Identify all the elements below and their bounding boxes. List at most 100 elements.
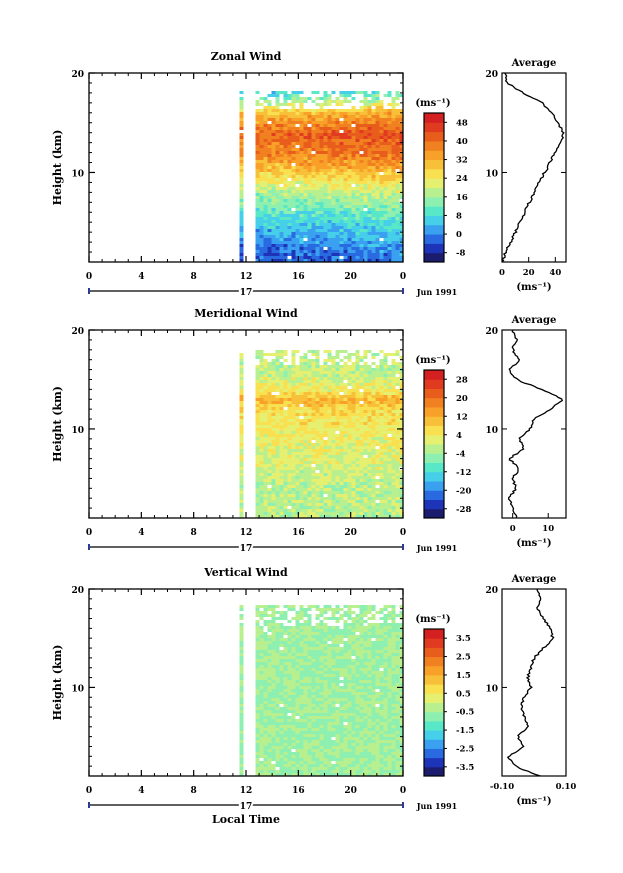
heatmap-cell (355, 755, 360, 758)
heatmap-cell (303, 160, 308, 163)
heatmap-cell (271, 386, 276, 389)
heatmap-cell (375, 106, 380, 109)
heatmap-cell (283, 758, 288, 761)
heatmap-cell (299, 157, 304, 160)
heatmap-cell (323, 256, 328, 259)
heatmap-cell (335, 112, 340, 115)
heatmap-cell (319, 124, 324, 127)
heatmap-cell (351, 734, 356, 737)
heatmap-cell (259, 199, 264, 202)
heatmap-cell (375, 422, 380, 425)
heatmap-cell (371, 476, 376, 479)
heatmap-cell (363, 250, 368, 253)
heatmap-cell (355, 190, 360, 193)
heatmap-cell (323, 94, 328, 97)
heatmap-cell (367, 238, 372, 241)
heatmap-cell (311, 190, 316, 193)
heatmap-cell (275, 151, 280, 154)
heatmap-cell (239, 764, 244, 767)
heatmap-cell (335, 764, 340, 767)
heatmap-cell (279, 770, 284, 773)
heatmap-cell (291, 214, 296, 217)
heatmap-cell (291, 100, 296, 103)
heatmap-cell (323, 515, 328, 518)
heatmap-cell (267, 419, 272, 422)
heatmap-cell (279, 434, 284, 437)
heatmap-cell (399, 494, 404, 497)
heatmap-cell (395, 467, 400, 470)
heatmap-cell (315, 151, 320, 154)
heatmap-cell (327, 740, 332, 743)
heatmap-cell (395, 353, 400, 356)
heatmap-cell (335, 416, 340, 419)
heatmap-cell (343, 743, 348, 746)
heatmap-cell (299, 407, 304, 410)
heatmap-cell (323, 737, 328, 740)
heatmap-cell (375, 734, 380, 737)
heatmap-cell (355, 479, 360, 482)
heatmap-cell (311, 443, 316, 446)
heatmap-cell (327, 356, 332, 359)
heatmap-cell (355, 428, 360, 431)
heatmap-cell (295, 190, 300, 193)
heatmap-cell (351, 368, 356, 371)
heatmap-cell (399, 749, 404, 752)
heatmap-cell (283, 506, 288, 509)
heatmap-cell (387, 244, 392, 247)
heatmap-cell (307, 431, 312, 434)
heatmap-cell (395, 247, 400, 250)
heatmap-cell (311, 181, 316, 184)
heatmap-cell (347, 749, 352, 752)
heatmap-cell (383, 226, 388, 229)
heatmap-cell (351, 353, 356, 356)
heatmap-cell (383, 118, 388, 121)
heatmap-cell (283, 404, 288, 407)
heatmap-cell (343, 407, 348, 410)
heatmap-cell (315, 130, 320, 133)
heatmap-cell (307, 500, 312, 503)
heatmap-cell (295, 476, 300, 479)
heatmap-cell (307, 404, 312, 407)
heatmap-cell (367, 452, 372, 455)
heatmap-cell (263, 422, 268, 425)
heatmap-cell (379, 743, 384, 746)
heatmap-cell (343, 437, 348, 440)
heatmap-cell (259, 731, 264, 734)
heatmap-cell (399, 139, 404, 142)
heatmap-cell (259, 479, 264, 482)
heatmap-cell (323, 362, 328, 365)
heatmap-cell (387, 91, 392, 94)
heatmap-cell (339, 196, 344, 199)
heatmap-cell (291, 121, 296, 124)
heatmap-cell (299, 359, 304, 362)
heatmap-cell (291, 479, 296, 482)
heatmap-cell (367, 773, 372, 776)
heatmap-cell (347, 238, 352, 241)
heatmap-cell (351, 485, 356, 488)
heatmap-cell (363, 196, 368, 199)
heatmap-cell (383, 416, 388, 419)
heatmap-cell (363, 491, 368, 494)
heatmap-cell (395, 103, 400, 106)
heatmap-cell (339, 761, 344, 764)
heatmap-cell (391, 118, 396, 121)
heatmap-cell (279, 223, 284, 226)
heatmap-cell (367, 208, 372, 211)
heatmap-cell (303, 434, 308, 437)
heatmap-cell (303, 199, 308, 202)
heatmap-cell (331, 473, 336, 476)
heatmap-cell (311, 428, 316, 431)
heatmap-cell (391, 205, 396, 208)
heatmap-cell (263, 452, 268, 455)
heatmap-cell (375, 211, 380, 214)
heatmap-cell (367, 211, 372, 214)
heatmap-cell (395, 461, 400, 464)
heatmap-cell (399, 392, 404, 395)
heatmap-cell (391, 497, 396, 500)
heatmap-cell (371, 431, 376, 434)
heatmap-cell (343, 362, 348, 365)
heatmap-cell (339, 491, 344, 494)
heatmap-cell (371, 217, 376, 220)
heatmap-cell (311, 235, 316, 238)
